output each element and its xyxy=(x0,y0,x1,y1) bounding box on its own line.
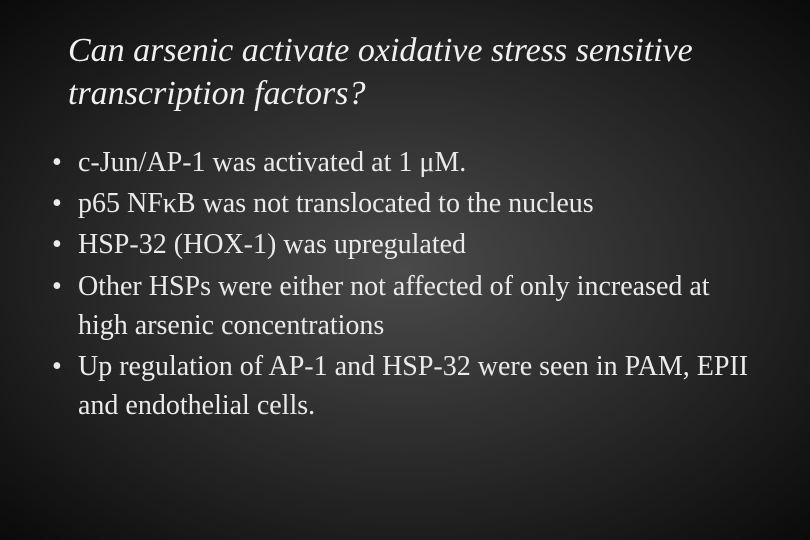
list-item: • Other HSPs were either not affected of… xyxy=(48,267,760,345)
list-item: • HSP-32 (HOX-1) was upregulated xyxy=(48,225,760,264)
bullet-text: Other HSPs were either not affected of o… xyxy=(78,267,760,345)
bullet-marker: • xyxy=(48,225,78,264)
bullet-text: c-Jun/AP-1 was activated at 1 μM. xyxy=(78,143,760,182)
bullet-marker: • xyxy=(48,184,78,223)
slide-title: Can arsenic activate oxidative stress se… xyxy=(68,30,760,115)
bullet-marker: • xyxy=(48,347,78,425)
list-item: • c-Jun/AP-1 was activated at 1 μM. xyxy=(48,143,760,182)
bullet-text: Up regulation of AP-1 and HSP-32 were se… xyxy=(78,347,760,425)
bullet-marker: • xyxy=(48,143,78,182)
bullet-marker: • xyxy=(48,267,78,345)
bullet-list: • c-Jun/AP-1 was activated at 1 μM. • p6… xyxy=(40,143,760,425)
bullet-text: p65 NFκB was not translocated to the nuc… xyxy=(78,184,760,223)
list-item: • Up regulation of AP-1 and HSP-32 were … xyxy=(48,347,760,425)
bullet-text: HSP-32 (HOX-1) was upregulated xyxy=(78,225,760,264)
list-item: • p65 NFκB was not translocated to the n… xyxy=(48,184,760,223)
